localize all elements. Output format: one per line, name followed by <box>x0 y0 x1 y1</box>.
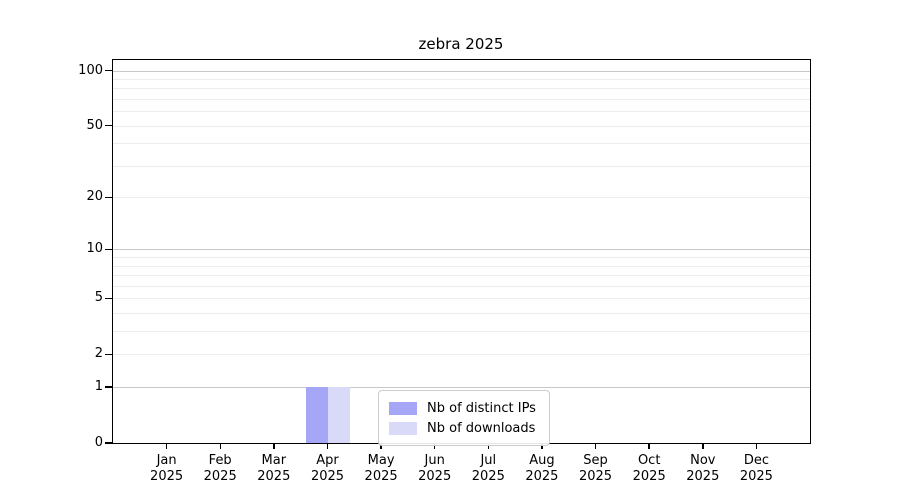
legend-item-downloads: Nb of downloads <box>389 418 541 438</box>
x-axis-tick-label: Feb 2025 <box>203 453 237 484</box>
plot-area: Nb of distinct IPs Nb of downloads 0 1 2 5 1… <box>78 59 811 484</box>
x-axis-tick-label: Aug 2025 <box>525 453 559 484</box>
x-axis-tick <box>433 443 436 449</box>
legend: Nb of distinct IPs Nb of downloads <box>378 390 550 446</box>
x-axis-tick-label: May 2025 <box>364 453 398 484</box>
x-axis-tick-label: Jan 2025 <box>150 453 184 484</box>
minor-gridline <box>113 298 810 300</box>
x-axis-tick-label: Mar 2025 <box>257 453 291 484</box>
y-axis-tick-label: 10 <box>86 241 103 257</box>
minor-gridline <box>113 354 810 356</box>
x-axis-tick-label: Jun 2025 <box>418 453 452 484</box>
major-gridline <box>113 387 810 389</box>
minor-gridline <box>113 125 810 127</box>
x-axis-tick <box>702 443 704 449</box>
legend-swatch-distinct-ips-icon <box>389 401 417 415</box>
y-axis-tick-label: 50 <box>86 117 103 133</box>
minor-gridline <box>113 197 810 199</box>
x-axis-tick <box>273 443 275 449</box>
minor-gridline <box>113 285 810 287</box>
y-axis-tick <box>105 196 112 198</box>
x-axis-tick <box>380 443 382 449</box>
y-axis-tick-label: 2 <box>94 346 103 362</box>
y-axis-tick <box>105 297 112 300</box>
minor-gridline <box>113 275 810 277</box>
y-axis-tick <box>105 386 112 388</box>
y-axis-tick <box>105 69 112 72</box>
bar-nb-of-distinct-ips <box>305 387 328 443</box>
minor-gridline <box>113 331 810 333</box>
y-axis-tick <box>105 124 112 127</box>
y-axis-tick-label: 100 <box>78 62 103 78</box>
minor-gridline <box>113 265 810 267</box>
y-axis-tick-label: 1 <box>94 379 103 395</box>
y-axis-tick <box>105 353 112 356</box>
minor-gridline <box>113 313 810 315</box>
x-axis-tick <box>755 443 758 449</box>
x-axis-tick <box>594 443 597 449</box>
x-axis-tick-label: Oct 2025 <box>632 453 666 484</box>
minor-gridline <box>113 111 810 113</box>
minor-gridline <box>113 257 810 259</box>
x-axis-tick <box>219 443 221 449</box>
x-axis-tick <box>326 443 329 449</box>
minor-gridline <box>113 143 810 145</box>
x-axis-tick-label: Nov 2025 <box>686 453 720 484</box>
major-gridline <box>113 249 810 251</box>
x-axis-tick <box>541 443 543 449</box>
x-axis-tick <box>487 443 490 449</box>
x-axis-tick-label: Sep 2025 <box>578 453 613 484</box>
major-gridline <box>113 70 810 72</box>
x-axis-tick <box>648 443 650 449</box>
chart-title: zebra 2025 <box>418 35 504 53</box>
legend-item-distinct-ips: Nb of distinct IPs <box>389 398 541 418</box>
x-axis-tick-label: Apr 2025 <box>310 453 345 484</box>
legend-label-distinct-ips: Nb of distinct IPs <box>427 400 536 416</box>
y-axis-tick-label: 0 <box>94 435 103 450</box>
legend-label-downloads: Nb of downloads <box>427 420 536 436</box>
y-axis-tick <box>105 442 112 444</box>
minor-gridline <box>113 98 810 100</box>
minor-gridline <box>113 88 810 90</box>
bar-nb-of-downloads <box>327 387 350 443</box>
x-axis-tick-label: Dec 2025 <box>739 453 773 484</box>
y-axis-tick <box>105 248 112 251</box>
x-axis-tick-label: Jul 2025 <box>471 453 505 484</box>
minor-gridline <box>113 78 810 80</box>
x-axis-tick <box>165 443 168 449</box>
y-axis-tick-label: 20 <box>86 189 103 205</box>
minor-gridline <box>113 165 810 167</box>
legend-swatch-downloads-icon <box>389 421 417 435</box>
y-axis-tick-label: 5 <box>94 290 103 306</box>
